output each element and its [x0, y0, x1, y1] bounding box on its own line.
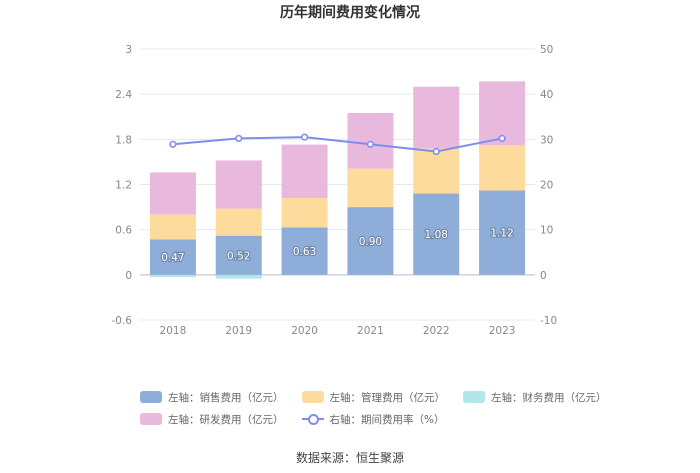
left-tick-label: 3: [125, 44, 132, 56]
x-tick-label: 2018: [160, 325, 187, 337]
legend-item-sales[interactable]: 左轴：销售费用（亿元）: [140, 390, 284, 405]
bar-admin: [413, 148, 460, 194]
rate-line: [169, 133, 506, 156]
bar-sales: [215, 235, 262, 275]
bar-rnd: [413, 86, 460, 149]
legend-line-icon: [301, 413, 324, 425]
legend-row-2: 左轴：研发费用（亿元） 右轴：期间费用率（%）: [140, 409, 580, 429]
bar-finance: [215, 274, 262, 279]
rate-point: [300, 133, 309, 141]
chart-title: 历年期间费用变化情况: [280, 4, 420, 21]
legend-item-admin[interactable]: 左轴：管理费用（亿元）: [301, 390, 446, 405]
bar-admin: [149, 214, 196, 240]
x-tick-label: 2021: [357, 325, 384, 337]
bar-sales: [413, 193, 460, 275]
right-tick-label: 20: [540, 180, 553, 192]
legend-swatch-finance: [463, 391, 485, 403]
left-tick-label: 0: [125, 270, 132, 282]
bar-sales: [281, 227, 328, 275]
data-label: 0.52: [227, 250, 250, 262]
legend-label-rnd: 左轴：研发费用（亿元）: [168, 413, 284, 426]
legend-swatch-sales: [140, 391, 162, 403]
rate-point: [366, 140, 375, 148]
legend-item-rate[interactable]: 右轴：期间费用率（%）: [301, 412, 445, 427]
bar-admin: [281, 198, 328, 228]
right-tick-label: 50: [540, 44, 553, 56]
data-label: 0.47: [161, 252, 184, 264]
left-tick-label: 0.6: [115, 225, 132, 237]
data-label: 1.12: [490, 228, 513, 240]
legend: 左轴：销售费用（亿元） 左轴：管理费用（亿元） 左轴：财务费用（亿元） 左轴：研…: [140, 387, 607, 431]
legend-item-finance[interactable]: 左轴：财务费用（亿元）: [463, 390, 607, 405]
data-source: 数据来源：恒生聚源: [295, 451, 404, 465]
bar-admin: [479, 145, 526, 191]
bar-sales: [479, 190, 526, 275]
x-tick-label: 2022: [423, 325, 450, 337]
data-label: 0.90: [359, 236, 382, 248]
right-tick-label: 10: [540, 225, 553, 237]
legend-label-sales: 左轴：销售费用（亿元）: [168, 391, 284, 404]
bar-rnd: [281, 144, 328, 199]
x-tick-label: 2019: [225, 325, 252, 337]
bar-finance: [149, 274, 196, 278]
bar-rnd: [215, 160, 262, 209]
rate-line-path: [172, 136, 503, 153]
x-tick-label: 2020: [291, 325, 318, 337]
legend-item-rnd[interactable]: 左轴：研发费用（亿元）: [140, 412, 284, 427]
bar-sales: [347, 207, 394, 275]
legend-swatch-rnd: [140, 413, 162, 425]
right-tick-label: 0: [540, 270, 547, 282]
rate-point: [235, 134, 243, 143]
legend-label-finance: 左轴：财务费用（亿元）: [491, 391, 607, 404]
x-axis: 2018 2019 2020 2021 2022 2023: [160, 325, 516, 337]
right-tick-label: 30: [540, 134, 553, 146]
left-tick-label: 1.8: [115, 134, 132, 146]
legend-label-rate: 右轴：期间费用率（%）: [329, 413, 445, 426]
gridlines: [140, 48, 535, 321]
left-tick-label: -0.6: [112, 315, 133, 327]
left-tick-label: 2.4: [115, 89, 132, 101]
value-labels: 0.47 0.52 0.63 0.90 1.08 1.12: [160, 227, 515, 266]
bar-rnd: [149, 172, 196, 215]
right-tick-label: -10: [540, 315, 557, 327]
legend-swatch-admin: [301, 391, 324, 403]
rate-point: [169, 140, 177, 148]
bars: [149, 81, 526, 279]
bar-admin: [347, 168, 394, 208]
right-tick-label: 40: [540, 89, 553, 101]
data-label: 1.08: [425, 229, 448, 241]
legend-label-admin: 左轴：管理费用（亿元）: [329, 391, 446, 404]
bar-sales: [149, 239, 196, 275]
bar-admin: [215, 208, 262, 236]
left-axis: -0.6 0 0.6 1.2 1.8 2.4 3: [112, 44, 133, 327]
data-label: 0.63: [293, 246, 316, 258]
bar-rnd: [479, 81, 526, 146]
legend-row-1: 左轴：销售费用（亿元） 左轴：管理费用（亿元） 左轴：财务费用（亿元）: [140, 387, 607, 407]
left-tick-label: 1.2: [115, 180, 132, 192]
right-axis: -10 0 10 20 30 40 50: [540, 44, 557, 327]
x-tick-label: 2023: [489, 325, 516, 337]
rate-point: [432, 147, 440, 156]
rate-point: [498, 134, 506, 143]
